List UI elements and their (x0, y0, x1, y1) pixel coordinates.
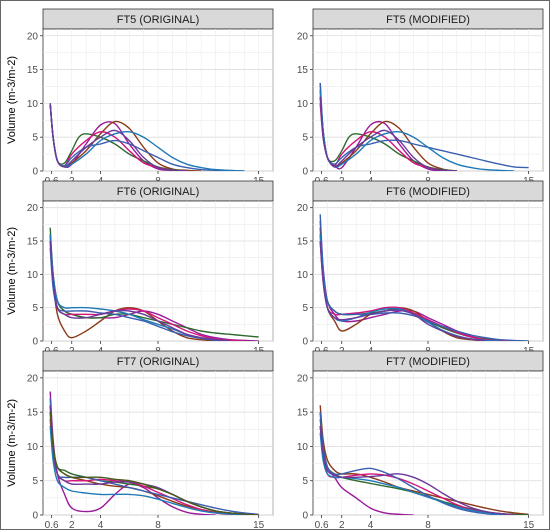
x-tick-label: 2 (69, 520, 75, 529)
x-tick-label: 4 (98, 520, 104, 529)
x-tick-label: 8 (155, 520, 161, 529)
series-line (319, 412, 500, 515)
x-tick-label: 8 (425, 520, 431, 529)
x-tick-label: 15 (253, 520, 265, 529)
y-tick-label: 10 (27, 270, 39, 281)
y-tick-label: 15 (297, 65, 309, 76)
y-tick-label: 0 (32, 167, 38, 178)
y-tick-label: 5 (302, 303, 308, 314)
y-tick-label: 15 (27, 65, 39, 76)
y-tick-label: 0 (302, 337, 308, 348)
y-tick-label: 10 (297, 442, 309, 453)
series-line (319, 425, 515, 515)
series-line (319, 214, 529, 341)
y-tick-label: 15 (297, 408, 309, 419)
y-axis-title: Volume (m-3/m-2) (6, 399, 18, 487)
x-tick-label: 0.6 (315, 520, 329, 529)
y-tick-label: 0 (302, 511, 308, 522)
series-line (319, 432, 515, 515)
y-tick-label: 5 (302, 133, 308, 144)
y-axis-title: Volume (m-3/m-2) (6, 56, 18, 144)
x-tick-label: 4 (368, 520, 374, 529)
y-tick-label: 10 (297, 270, 309, 281)
x-tick-label: 0.6 (45, 520, 59, 529)
y-tick-label: 5 (32, 476, 38, 487)
facet-title: FT6 (MODIFIED) (386, 186, 470, 198)
series-line (49, 247, 230, 341)
y-tick-label: 20 (297, 203, 309, 214)
y-tick-label: 10 (27, 442, 39, 453)
series-line (49, 240, 230, 341)
series-line (49, 412, 259, 515)
y-tick-label: 20 (27, 373, 39, 384)
y-tick-label: 0 (32, 337, 38, 348)
y-tick-label: 5 (32, 303, 38, 314)
facet-title: FT7 (ORIGINAL) (117, 356, 200, 368)
y-tick-label: 10 (27, 99, 39, 110)
series-line (49, 425, 245, 515)
y-tick-label: 5 (32, 133, 38, 144)
y-tick-label: 20 (297, 373, 309, 384)
series-line (319, 83, 529, 169)
y-tick-label: 0 (32, 511, 38, 522)
x-tick-label: 15 (523, 520, 535, 529)
x-tick-label: 2 (339, 520, 345, 529)
y-tick-label: 20 (297, 31, 309, 42)
series-line (319, 240, 515, 341)
facet-panel: FT7 (ORIGINAL) 0 5 10 15 20 0.6 2 4 8 15 Volume (m-… (6, 350, 274, 529)
y-tick-label: 15 (297, 237, 309, 248)
series-line (49, 398, 259, 515)
y-tick-label: 15 (27, 408, 39, 419)
series-line (319, 96, 457, 171)
series-line (49, 103, 187, 171)
y-tick-label: 20 (27, 203, 39, 214)
facet-title: FT6 (ORIGINAL) (117, 186, 200, 198)
y-tick-label: 15 (27, 237, 39, 248)
y-tick-label: 10 (297, 99, 309, 110)
y-tick-label: 5 (302, 476, 308, 487)
y-tick-label: 0 (302, 167, 308, 178)
facet-title: FT5 (MODIFIED) (386, 14, 470, 26)
y-axis-title: Volume (m-3/m-2) (6, 227, 18, 315)
series-line (319, 240, 486, 341)
y-tick-label: 20 (27, 31, 39, 42)
facet-title: FT5 (ORIGINAL) (117, 14, 200, 26)
facet-title: FT7 (MODIFIED) (386, 356, 470, 368)
